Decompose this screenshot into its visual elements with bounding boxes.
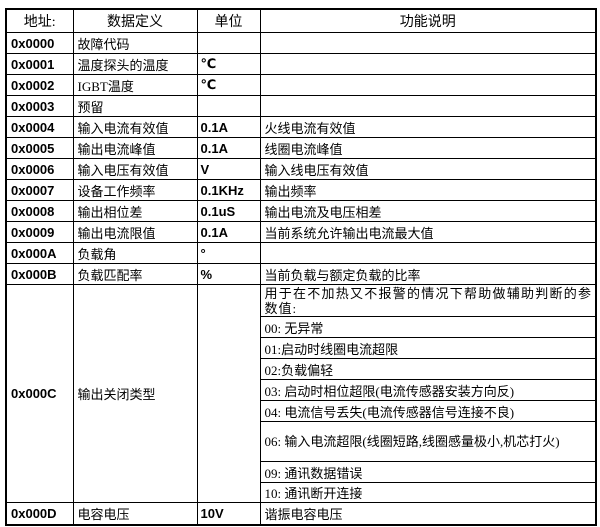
shutdown-code-item: 09: 通讯数据错误	[259, 461, 597, 483]
row-unit: V	[196, 158, 261, 180]
table-row: 0x0001 温度探头的温度 ℃	[5, 53, 597, 75]
table-row: 0x0009 输出电流限值 0.1A 当前系统允许输出电流最大值	[5, 221, 597, 243]
table-row: 0x0004 输入电流有效值 0.1A 火线电流有效值	[5, 116, 597, 138]
row-address: 0x0006	[5, 158, 74, 180]
row-unit	[196, 95, 261, 117]
row-description: 当前负载与额定负载的比率	[259, 263, 597, 285]
table-row: 0x000B 负载匹配率 % 当前负载与额定负载的比率	[5, 263, 597, 285]
row-description: 输出频率	[259, 179, 597, 201]
row-definition: 电容电压	[72, 502, 198, 525]
shutdown-code-item: 06: 输入电流超限(线圈短路,线圈感量极小,机芯打火)	[259, 421, 597, 462]
row-definition: 输出电流峰值	[72, 137, 198, 159]
row-definition: 设备工作频率	[72, 179, 198, 201]
table-row: 0x0008 输出相位差 0.1uS 输出电流及电压相差	[5, 200, 597, 222]
row-description: 线圈电流峰值	[259, 137, 597, 159]
row-unit: 10V	[196, 502, 261, 525]
row-address: 0x000B	[5, 263, 74, 285]
table-row: 0x000A 负载角 °	[5, 242, 597, 264]
row-unit: %	[196, 263, 261, 285]
row-description	[259, 95, 597, 117]
table-row: 0x000D 电容电压 10V 谐振电容电压	[5, 502, 597, 525]
row-definition: IGBT温度	[72, 74, 198, 96]
row-definition: 预留	[72, 95, 198, 117]
table-row: 0x0002 IGBT温度 ℃	[5, 74, 597, 96]
row-address: 0x0001	[5, 53, 74, 75]
row-unit	[196, 32, 261, 54]
row-unit: 0.1KHz	[196, 179, 261, 201]
row-address: 0x0005	[5, 137, 74, 159]
row-unit: 0.1uS	[196, 200, 261, 222]
row-description: 输出电流及电压相差	[259, 200, 597, 222]
shutdown-code-item: 03: 启动时相位超限(电流传感器安装方向反)	[259, 379, 597, 401]
row-description	[259, 242, 597, 264]
shutdown-code-row: 04: 电流信号丢失(电流传感器信号连接不良)	[6, 400, 597, 422]
row-definition: 温度探头的温度	[72, 53, 198, 75]
unit-column-header: 单位	[196, 8, 261, 33]
row-description	[259, 32, 597, 54]
row-definition: 故障代码	[72, 32, 198, 54]
row-address: 0x0009	[5, 221, 74, 243]
row-definition: 输出电流限值	[72, 221, 198, 243]
row-definition: 输出关闭类型	[72, 284, 198, 503]
row-address: 0x0003	[5, 95, 74, 117]
table-row: 0x0006 输入电压有效值 V 输入线电压有效值	[5, 158, 597, 180]
description-column-header: 功能说明	[259, 8, 597, 33]
row-definition: 输入电压有效值	[72, 158, 198, 180]
row-definition: 输入电流有效值	[72, 116, 198, 138]
row-unit: 0.1A	[196, 221, 261, 243]
row-address: 0x000A	[5, 242, 74, 264]
row-address: 0x0007	[5, 179, 74, 201]
shutdown-code-item: 10: 通讯断开连接	[259, 482, 597, 503]
row-address: 0x0004	[5, 116, 74, 138]
row-description: 火线电流有效值	[259, 116, 597, 138]
table-row-shutdown-type: 0x000C 输出关闭类型 用于在不加热又不报警的情况下帮助做辅助判断的参数值:	[5, 284, 597, 503]
table-row: 0x0003 预留	[5, 95, 597, 117]
shutdown-code-item: 04: 电流信号丢失(电流传感器信号连接不良)	[259, 400, 597, 422]
shutdown-code-item: 00: 无异常	[259, 316, 597, 338]
shutdown-code-item: 02:负载偏轻	[259, 358, 597, 380]
row-definition: 输出相位差	[72, 200, 198, 222]
header-row: 地址: 数据定义 单位 功能说明	[5, 8, 597, 33]
address-column-header: 地址:	[5, 8, 74, 33]
definition-column-header: 数据定义	[72, 8, 198, 33]
row-address: 0x000C	[5, 284, 74, 503]
row-unit: ℃	[196, 53, 261, 75]
row-address: 0x0002	[5, 74, 74, 96]
register-map-table: 地址: 数据定义 单位 功能说明 0x0000 故障代码 0x0001 温度探头…	[5, 8, 597, 526]
table-row: 0x0000 故障代码	[5, 32, 597, 54]
shutdown-code-row: 06: 输入电流超限(线圈短路,线圈感量极小,机芯打火)	[6, 421, 597, 462]
row-description	[259, 74, 597, 96]
row-description	[259, 53, 597, 75]
shutdown-code-item: 01:启动时线圈电流超限	[259, 337, 597, 359]
row-unit: °	[196, 242, 261, 264]
row-unit: ℃	[196, 74, 261, 96]
row-address: 0x0000	[5, 32, 74, 54]
row-description: 输入线电压有效值	[259, 158, 597, 180]
row-description: 当前系统允许输出电流最大值	[259, 221, 597, 243]
table-row: 0x0007 设备工作频率 0.1KHz 输出频率	[5, 179, 597, 201]
row-unit: 0.1A	[196, 137, 261, 159]
row-definition: 负载角	[72, 242, 198, 264]
row-description: 谐振电容电压	[259, 502, 597, 525]
row-unit	[196, 284, 261, 503]
shutdown-type-intro: 用于在不加热又不报警的情况下帮助做辅助判断的参数值:	[259, 284, 597, 317]
row-unit: 0.1A	[196, 116, 261, 138]
row-address: 0x0008	[5, 200, 74, 222]
row-definition: 负载匹配率	[72, 263, 198, 285]
table-row: 0x0005 输出电流峰值 0.1A 线圈电流峰值	[5, 137, 597, 159]
row-address: 0x000D	[5, 502, 74, 525]
